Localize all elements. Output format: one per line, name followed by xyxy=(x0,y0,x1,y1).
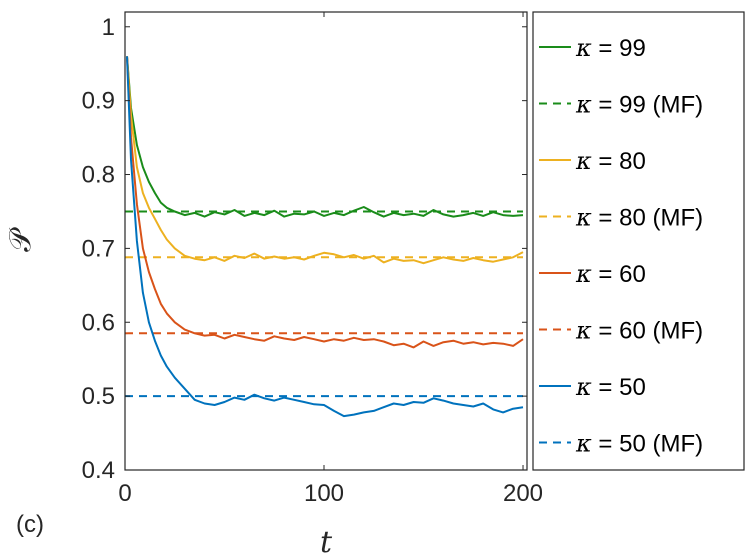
y-tick-label: 0.8 xyxy=(82,162,115,189)
y-tick-label: 0.5 xyxy=(82,383,115,410)
series-layer xyxy=(125,56,524,418)
legend-items: κ = 99κ = 99 (MF)κ = 80κ = 80 (MF)κ = 60… xyxy=(539,34,703,458)
legend-label: = 80 (MF) xyxy=(592,205,703,232)
plot-area: 0 100 200 0.4 0.5 0.6 0.7 0.8 0.9 1 xyxy=(82,11,543,507)
legend-kappa-symbol: κ xyxy=(575,34,592,62)
legend-kappa-symbol: κ xyxy=(575,430,592,458)
legend-kappa-symbol: κ xyxy=(575,260,592,288)
legend-label: = 60 (MF) xyxy=(592,318,703,345)
series-line xyxy=(126,56,524,418)
legend-label: = 99 xyxy=(592,35,646,62)
legend-kappa-symbol: κ xyxy=(575,373,592,401)
x-axis-title: t xyxy=(320,525,333,559)
legend-entry: κ = 50 (MF) xyxy=(575,430,703,458)
y-tick-label: 0.6 xyxy=(82,309,115,336)
legend-label: = 80 xyxy=(592,148,646,175)
y-tick-label: 0.4 xyxy=(82,457,115,484)
panel-label: (c) xyxy=(16,511,44,538)
legend-box xyxy=(532,11,745,471)
x-tick-label: 0 xyxy=(118,480,131,507)
legend-entry: κ = 80 (MF) xyxy=(575,204,703,232)
legend-label: = 99 (MF) xyxy=(592,92,703,119)
legend-entry: κ = 60 xyxy=(575,260,646,288)
y-tick-label: 1 xyxy=(102,14,115,41)
legend-entry: κ = 99 (MF) xyxy=(575,91,703,119)
x-tick-label: 100 xyxy=(304,480,344,507)
legend-label: = 50 xyxy=(592,374,646,401)
x-tick-label: 200 xyxy=(503,480,543,507)
legend-entry: κ = 80 xyxy=(575,147,646,175)
legend-entry: κ = 99 xyxy=(575,34,646,62)
legend-kappa-symbol: κ xyxy=(575,91,592,119)
legend-entry: κ = 50 xyxy=(575,373,646,401)
legend-kappa-symbol: κ xyxy=(575,147,592,175)
legend: κ = 99κ = 99 (MF)κ = 80κ = 80 (MF)κ = 60… xyxy=(532,11,745,471)
y-axis-title: 𝒫 xyxy=(3,227,38,252)
series-line xyxy=(126,56,524,265)
y-tick-label: 0.7 xyxy=(82,235,115,262)
legend-kappa-symbol: κ xyxy=(575,317,592,345)
legend-entry: κ = 60 (MF) xyxy=(575,317,703,345)
ticks-layer: 0 100 200 0.4 0.5 0.6 0.7 0.8 0.9 1 xyxy=(82,12,543,507)
axes-box xyxy=(124,11,528,471)
legend-label: = 50 (MF) xyxy=(592,431,703,458)
legend-label: = 60 xyxy=(592,261,646,288)
legend-kappa-symbol: κ xyxy=(575,204,592,232)
series-line xyxy=(126,56,524,218)
series-line xyxy=(126,56,524,349)
y-tick-label: 0.9 xyxy=(82,88,115,115)
